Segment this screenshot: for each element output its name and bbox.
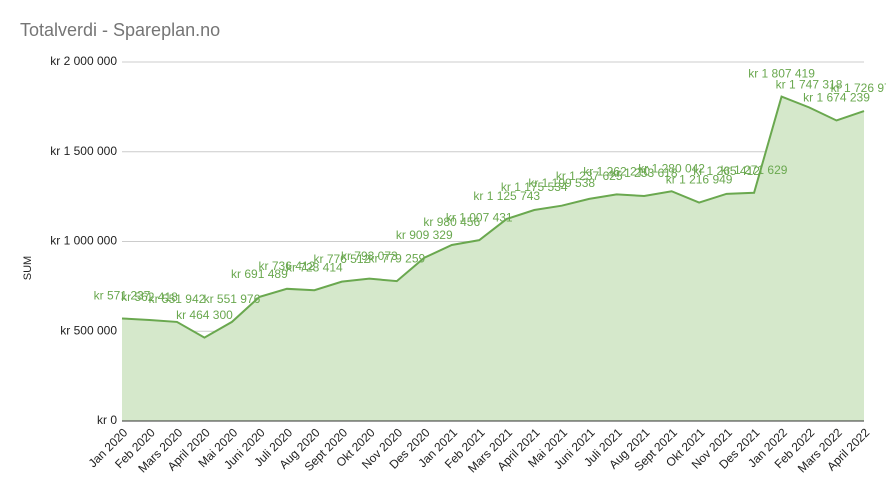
y-tick-label: kr 1 000 000 xyxy=(50,234,117,248)
y-axis-label: SUM xyxy=(22,256,34,280)
data-label: kr 1 265 412 xyxy=(693,164,760,178)
data-label: kr 1 237 625 xyxy=(556,169,623,183)
data-label: kr 1 747 318 xyxy=(776,78,843,92)
y-tick-label: kr 1 500 000 xyxy=(50,144,117,158)
data-label: kr 551 942 xyxy=(149,292,206,306)
data-label: kr 776 512 xyxy=(313,252,370,266)
data-label: kr 980 456 xyxy=(423,215,480,229)
y-tick-label: kr 2 000 000 xyxy=(50,54,117,68)
data-label: kr 1 726 973 xyxy=(831,81,886,95)
data-label: kr 728 414 xyxy=(286,260,343,274)
data-label: kr 1 280 042 xyxy=(638,161,705,175)
data-label: kr 1 271 629 xyxy=(721,163,788,177)
data-label: kr 571 237 xyxy=(94,289,151,303)
data-label: kr 464 300 xyxy=(176,308,233,322)
data-label: kr 1 807 419 xyxy=(748,67,815,81)
data-label: kr 1 125 743 xyxy=(473,189,540,203)
y-tick-label: kr 0 xyxy=(97,413,117,427)
data-label: kr 691 489 xyxy=(231,267,288,281)
data-label: kr 562 418 xyxy=(121,290,178,304)
data-label: kr 736 412 xyxy=(259,259,316,273)
data-label: kr 1 199 538 xyxy=(528,176,595,190)
area xyxy=(122,96,864,421)
data-label: kr 1 007 431 xyxy=(446,210,513,224)
data-label: kr 1 262 210 xyxy=(583,165,650,179)
data-label: kr 1 175 534 xyxy=(501,180,568,194)
data-label: kr 793 073 xyxy=(341,249,398,263)
data-label: kr 779 259 xyxy=(368,251,425,265)
chart-title: Totalverdi - Spareplan.no xyxy=(20,20,220,40)
data-label: kr 1 253 618 xyxy=(611,166,678,180)
line xyxy=(121,95,865,339)
y-tick-label: kr 500 000 xyxy=(60,323,117,337)
data-label: kr 1 674 239 xyxy=(803,91,870,105)
data-label: kr 1 216 949 xyxy=(666,173,733,187)
data-label: kr 551 976 xyxy=(204,292,261,306)
data-label: kr 909 329 xyxy=(396,228,453,242)
